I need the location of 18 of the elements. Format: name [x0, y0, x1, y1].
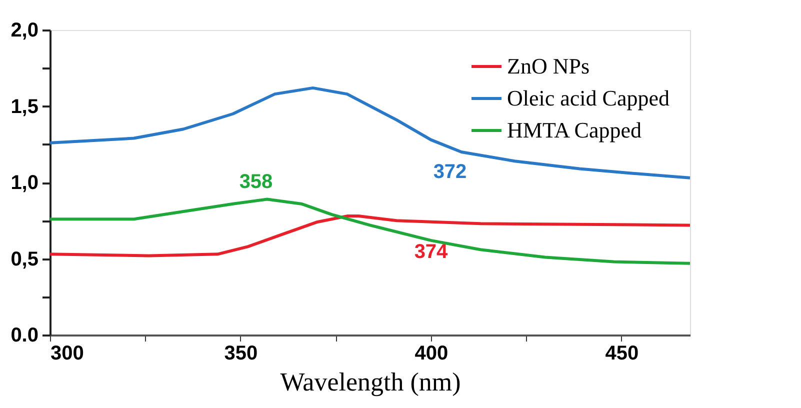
legend-label: HMTA Capped — [507, 118, 642, 142]
x-tick-label: 300 — [50, 342, 84, 364]
y-tick-label: 1,0 — [10, 172, 38, 194]
line-series — [48, 198, 692, 265]
annotation: 358 — [239, 171, 273, 193]
y-tick-label: 1,5 — [10, 96, 38, 118]
x-tick-label: 350 — [224, 342, 258, 364]
line-series — [48, 214, 692, 258]
annotation: 372 — [433, 161, 467, 183]
x-tick-label: 400 — [414, 342, 448, 364]
annotation: 374 — [414, 241, 449, 263]
legend-label: Oleic acid Capped — [507, 86, 670, 110]
legend-label: ZnO NPs — [507, 54, 590, 78]
y-tick-label: 0,5 — [10, 248, 38, 270]
y-tick-label: 2,0 — [10, 20, 38, 42]
y-tick-label: 0.0 — [10, 324, 38, 346]
x-axis-title: Wavelength (nm) — [280, 368, 461, 396]
x-tick-label: 450 — [605, 342, 639, 364]
